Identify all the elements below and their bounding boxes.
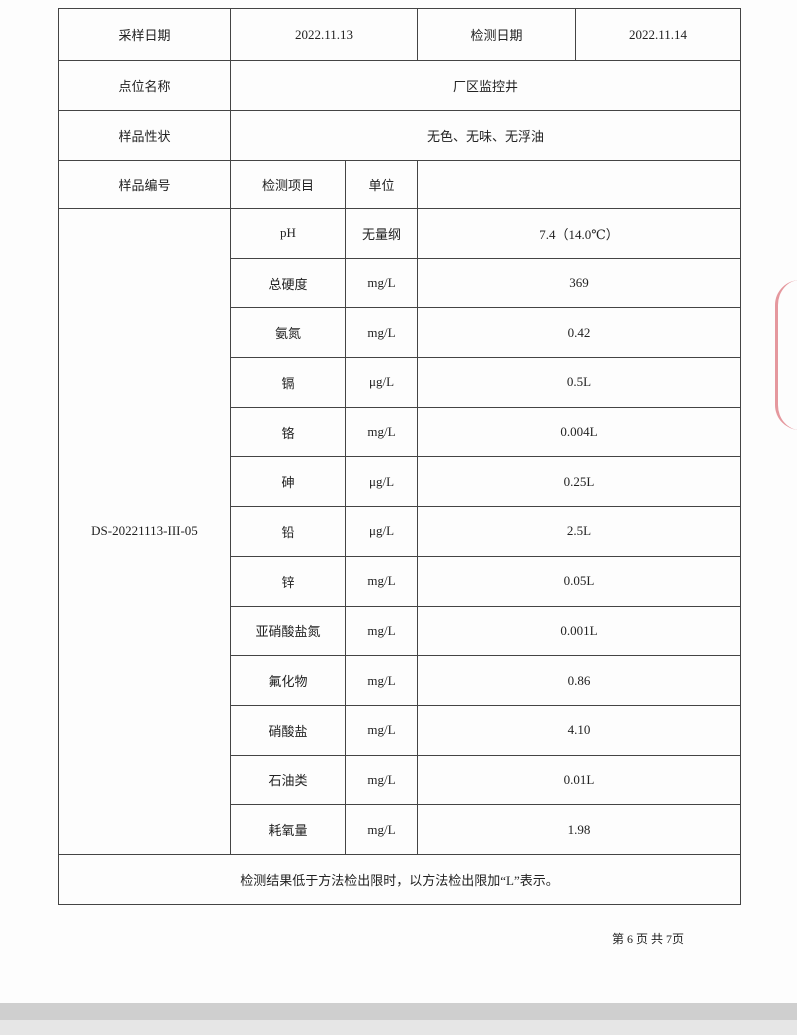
cell: mg/L xyxy=(345,555,418,607)
cell: 总硬度 xyxy=(230,257,346,309)
stamp-edge xyxy=(775,280,797,430)
cell: mg/L xyxy=(345,605,418,657)
cell: 无量纲 xyxy=(345,208,418,259)
cell: 样品编号 xyxy=(58,160,231,209)
table-row: 样品编号 检测项目 单位 xyxy=(58,160,741,209)
cell: mg/L xyxy=(345,804,418,855)
cell: 采样日期 xyxy=(58,8,231,61)
cell: μg/L xyxy=(345,506,418,557)
cell: 7.4（14.0℃） xyxy=(417,208,741,259)
table-row: 检测结果低于方法检出限时，以方法检出限加“L”表示。 xyxy=(58,853,741,905)
table-row: 锌 mg/L 0.05L xyxy=(59,555,741,607)
cell: 氨氮 xyxy=(230,307,346,359)
cell: 2022.11.13 xyxy=(230,8,418,61)
cell: 1.98 xyxy=(417,804,741,855)
table-row: 砷 μg/L 0.25L xyxy=(59,456,741,508)
cell: 砷 xyxy=(230,456,346,508)
note: 检测结果低于方法检出限时，以方法检出限加“L”表示。 xyxy=(58,853,741,905)
cell: 2.5L xyxy=(417,506,741,557)
cell: 4.10 xyxy=(417,704,741,756)
cell: 锌 xyxy=(230,555,346,607)
table-row: 镉 μg/L 0.5L xyxy=(59,357,741,408)
table-row: 氟化物 mg/L 0.86 xyxy=(59,655,741,706)
table-row: 石油类 mg/L 0.01L xyxy=(59,754,741,806)
cell: 样品性状 xyxy=(58,110,231,161)
cell: μg/L xyxy=(345,456,418,508)
table-row: 采样日期 2022.11.13 检测日期 2022.11.14 xyxy=(58,8,741,61)
table-body: 采样日期 2022.11.13 检测日期 2022.11.14 点位名称 厂区监控井 样品性… xyxy=(58,8,741,905)
cell: 点位名称 xyxy=(58,60,231,111)
cell: 检测项目 xyxy=(230,160,346,209)
table-row: 总硬度 mg/L 369 xyxy=(59,257,741,309)
table-row: 铅 μg/L 2.5L xyxy=(59,506,741,557)
cell: 0.42 xyxy=(417,307,741,359)
cell: 无色、无味、无浮油 xyxy=(230,110,741,161)
cell: 厂区监控井 xyxy=(230,60,741,111)
cell: 铬 xyxy=(230,406,346,458)
cell: 检测日期 xyxy=(417,8,576,61)
cell: 0.004L xyxy=(417,406,741,458)
cell: mg/L xyxy=(345,257,418,309)
table-row: 点位名称 厂区监控井 xyxy=(58,60,741,111)
table-row: 亚硝酸盐氮 mg/L 0.001L xyxy=(59,605,741,657)
page-number: 第 6 页 共 7页 xyxy=(612,932,685,946)
table-row: 硝酸盐 mg/L 4.10 xyxy=(59,704,741,756)
cell: mg/L xyxy=(345,406,418,458)
cell: 0.001L xyxy=(417,605,741,657)
report-table: 采样日期 2022.11.13 检测日期 2022.11.14 点位名称 厂区监控井 样品性… xyxy=(58,8,741,905)
cell: 2022.11.14 xyxy=(575,8,741,61)
cell: μg/L xyxy=(345,357,418,408)
cell: 369 xyxy=(417,257,741,309)
table-row: 氨氮 mg/L 0.42 xyxy=(59,307,741,359)
cell: 氟化物 xyxy=(230,655,346,706)
cell: mg/L xyxy=(345,704,418,756)
empty-cell xyxy=(417,160,741,209)
cell: 0.86 xyxy=(417,655,741,706)
cell: 0.25L xyxy=(417,456,741,508)
cell: mg/L xyxy=(345,655,418,706)
cell: 铅 xyxy=(230,506,346,557)
sample-id: DS-20221113-III-05 xyxy=(58,208,231,855)
table-row: DS-20221113-III-05 pH 无量纲 7.4（14.0℃） xyxy=(58,208,741,855)
cell: 0.01L xyxy=(417,754,741,806)
table-row: 铬 mg/L 0.004L xyxy=(59,406,741,458)
cell: pH xyxy=(230,208,346,259)
cell: 亚硝酸盐氮 xyxy=(230,605,346,657)
cell: mg/L xyxy=(345,754,418,806)
table-row: 样品性状 无色、无味、无浮油 xyxy=(58,110,741,161)
scan-edge xyxy=(0,1020,797,1035)
cell: 单位 xyxy=(345,160,418,209)
cell: 耗氧量 xyxy=(230,804,346,855)
cell: 硝酸盐 xyxy=(230,704,346,756)
cell: mg/L xyxy=(345,307,418,359)
cell: 0.5L xyxy=(417,357,741,408)
cell: 0.05L xyxy=(417,555,741,607)
cell: 镉 xyxy=(230,357,346,408)
cell: 石油类 xyxy=(230,754,346,806)
